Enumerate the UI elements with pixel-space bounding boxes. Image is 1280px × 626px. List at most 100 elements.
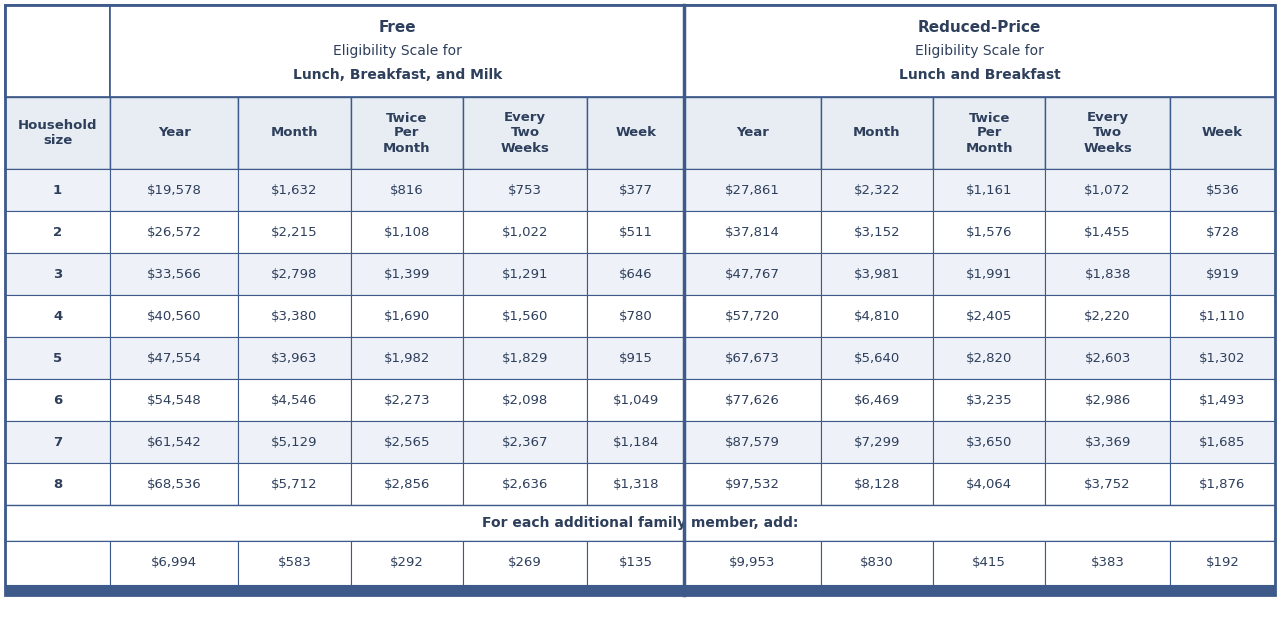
Bar bbox=[5, 97, 110, 169]
Text: $2,367: $2,367 bbox=[502, 436, 548, 448]
Bar bbox=[933, 295, 1046, 337]
Text: $816: $816 bbox=[390, 183, 424, 197]
Text: $753: $753 bbox=[508, 183, 543, 197]
Text: $1,022: $1,022 bbox=[502, 225, 548, 239]
Bar bbox=[820, 169, 933, 211]
Bar bbox=[685, 379, 820, 421]
Bar bbox=[463, 541, 588, 585]
Text: $1,110: $1,110 bbox=[1199, 309, 1245, 322]
Bar bbox=[110, 379, 238, 421]
Bar bbox=[238, 169, 351, 211]
Bar bbox=[685, 211, 820, 253]
Bar bbox=[110, 421, 238, 463]
Text: $1,685: $1,685 bbox=[1199, 436, 1245, 448]
Bar bbox=[933, 97, 1046, 169]
Bar bbox=[1046, 253, 1170, 295]
Text: $2,565: $2,565 bbox=[384, 436, 430, 448]
Text: $2,636: $2,636 bbox=[502, 478, 548, 491]
Text: $1,632: $1,632 bbox=[271, 183, 317, 197]
Text: Reduced-Price: Reduced-Price bbox=[918, 19, 1042, 34]
Bar bbox=[110, 97, 238, 169]
Text: Twice
Per
Month: Twice Per Month bbox=[383, 111, 430, 155]
Text: $1,302: $1,302 bbox=[1199, 352, 1245, 364]
Bar bbox=[351, 97, 463, 169]
Text: $87,579: $87,579 bbox=[724, 436, 780, 448]
Text: Lunch, Breakfast, and Milk: Lunch, Breakfast, and Milk bbox=[293, 68, 502, 82]
Bar bbox=[685, 97, 820, 169]
Bar bbox=[820, 337, 933, 379]
Bar bbox=[5, 253, 110, 295]
Text: $1,399: $1,399 bbox=[384, 267, 430, 280]
Bar bbox=[1046, 463, 1170, 505]
Bar bbox=[238, 541, 351, 585]
Text: $68,536: $68,536 bbox=[147, 478, 201, 491]
Bar bbox=[1170, 253, 1275, 295]
Bar bbox=[351, 211, 463, 253]
Text: $9,953: $9,953 bbox=[730, 557, 776, 570]
Bar bbox=[685, 253, 820, 295]
Bar bbox=[110, 463, 238, 505]
Bar bbox=[351, 295, 463, 337]
Text: 1: 1 bbox=[52, 183, 63, 197]
Bar bbox=[820, 295, 933, 337]
Bar bbox=[820, 253, 933, 295]
Bar bbox=[110, 337, 238, 379]
Bar bbox=[5, 463, 110, 505]
Bar bbox=[933, 379, 1046, 421]
Text: $1,690: $1,690 bbox=[384, 309, 430, 322]
Text: $40,560: $40,560 bbox=[147, 309, 201, 322]
Text: Week: Week bbox=[616, 126, 657, 140]
Text: $3,963: $3,963 bbox=[271, 352, 317, 364]
Text: Year: Year bbox=[736, 126, 769, 140]
Text: $915: $915 bbox=[618, 352, 653, 364]
Text: $2,856: $2,856 bbox=[384, 478, 430, 491]
Text: $2,986: $2,986 bbox=[1084, 394, 1130, 406]
Bar bbox=[1046, 97, 1170, 169]
Text: $3,650: $3,650 bbox=[966, 436, 1012, 448]
Text: Month: Month bbox=[852, 126, 901, 140]
Text: $1,291: $1,291 bbox=[502, 267, 548, 280]
Text: $728: $728 bbox=[1206, 225, 1239, 239]
Text: $2,215: $2,215 bbox=[271, 225, 317, 239]
Bar bbox=[1170, 379, 1275, 421]
Bar bbox=[588, 253, 685, 295]
Bar bbox=[1046, 379, 1170, 421]
Bar bbox=[110, 541, 238, 585]
Bar bbox=[463, 253, 588, 295]
Text: Free: Free bbox=[379, 19, 416, 34]
Text: $1,876: $1,876 bbox=[1199, 478, 1245, 491]
Text: $1,108: $1,108 bbox=[384, 225, 430, 239]
Text: For each additional family member, add:: For each additional family member, add: bbox=[481, 516, 799, 530]
Bar bbox=[5, 337, 110, 379]
Text: $47,554: $47,554 bbox=[147, 352, 202, 364]
Text: Every
Two
Weeks: Every Two Weeks bbox=[500, 111, 549, 155]
Bar bbox=[463, 211, 588, 253]
Bar bbox=[685, 463, 820, 505]
Text: $47,767: $47,767 bbox=[724, 267, 780, 280]
Text: $57,720: $57,720 bbox=[724, 309, 780, 322]
Text: $536: $536 bbox=[1206, 183, 1239, 197]
Text: $54,548: $54,548 bbox=[147, 394, 201, 406]
Bar bbox=[1170, 421, 1275, 463]
Text: $2,405: $2,405 bbox=[966, 309, 1012, 322]
Bar bbox=[5, 541, 110, 585]
Text: $67,673: $67,673 bbox=[724, 352, 780, 364]
Bar bbox=[685, 169, 820, 211]
Text: Year: Year bbox=[157, 126, 191, 140]
Bar bbox=[1046, 169, 1170, 211]
Text: $1,576: $1,576 bbox=[966, 225, 1012, 239]
Text: $1,829: $1,829 bbox=[502, 352, 548, 364]
Text: $3,752: $3,752 bbox=[1084, 478, 1132, 491]
Bar bbox=[1170, 337, 1275, 379]
Text: $77,626: $77,626 bbox=[724, 394, 780, 406]
Text: $383: $383 bbox=[1091, 557, 1125, 570]
Text: $61,542: $61,542 bbox=[147, 436, 202, 448]
Bar bbox=[351, 463, 463, 505]
Text: 7: 7 bbox=[52, 436, 63, 448]
Bar bbox=[463, 379, 588, 421]
Text: $5,129: $5,129 bbox=[271, 436, 317, 448]
Text: Month: Month bbox=[270, 126, 319, 140]
Text: $2,820: $2,820 bbox=[966, 352, 1012, 364]
Text: $37,814: $37,814 bbox=[724, 225, 780, 239]
Text: Eligibility Scale for: Eligibility Scale for bbox=[333, 44, 462, 58]
